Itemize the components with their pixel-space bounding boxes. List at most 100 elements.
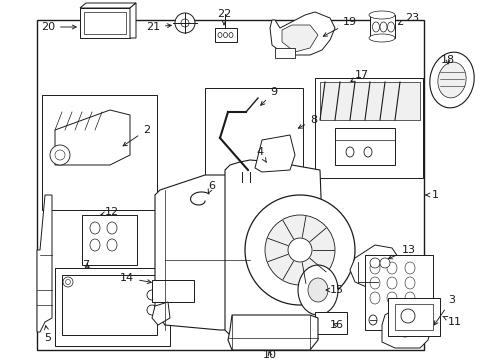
Polygon shape [381, 308, 431, 348]
Ellipse shape [368, 34, 394, 42]
Ellipse shape [147, 305, 157, 315]
Ellipse shape [107, 222, 117, 234]
Ellipse shape [369, 262, 379, 274]
Polygon shape [369, 15, 394, 38]
Text: 22: 22 [217, 9, 231, 25]
Polygon shape [254, 135, 294, 172]
Bar [364, 255, 432, 330]
Bar [82, 215, 137, 265]
Polygon shape [349, 245, 399, 292]
Ellipse shape [386, 262, 396, 274]
Polygon shape [227, 315, 317, 350]
Ellipse shape [386, 292, 396, 304]
Polygon shape [80, 8, 130, 38]
Ellipse shape [404, 292, 414, 304]
Bar [387, 298, 439, 336]
Ellipse shape [63, 277, 73, 287]
Ellipse shape [297, 265, 337, 315]
Text: 14: 14 [120, 273, 151, 284]
Text: 17: 17 [350, 70, 368, 81]
Bar [37, 20, 423, 350]
Ellipse shape [90, 239, 100, 251]
Text: 3: 3 [433, 295, 454, 325]
Ellipse shape [429, 52, 473, 108]
Bar [55, 268, 170, 346]
Text: 5: 5 [44, 326, 51, 343]
Bar [215, 28, 237, 42]
Polygon shape [224, 160, 325, 345]
Polygon shape [282, 25, 317, 52]
Ellipse shape [181, 19, 189, 27]
Ellipse shape [107, 239, 117, 251]
Ellipse shape [404, 262, 414, 274]
Text: 7: 7 [82, 260, 89, 270]
Polygon shape [334, 128, 394, 165]
Polygon shape [152, 302, 170, 325]
Ellipse shape [287, 238, 311, 262]
Ellipse shape [307, 278, 327, 302]
Text: 23: 23 [398, 13, 418, 24]
Text: 2: 2 [123, 125, 150, 146]
Polygon shape [319, 82, 419, 120]
Polygon shape [130, 3, 136, 38]
Bar [152, 280, 194, 302]
Ellipse shape [368, 315, 376, 325]
Text: 13: 13 [387, 245, 415, 259]
Ellipse shape [65, 279, 70, 284]
Text: 4: 4 [256, 147, 266, 162]
Polygon shape [55, 110, 130, 165]
Text: 8: 8 [298, 115, 317, 128]
Text: 21: 21 [145, 22, 171, 32]
Polygon shape [80, 3, 136, 8]
Ellipse shape [386, 22, 394, 32]
Bar [394, 304, 432, 330]
Text: 20: 20 [41, 22, 76, 32]
Text: 15: 15 [325, 285, 343, 295]
Text: 16: 16 [329, 320, 343, 330]
Bar [84, 12, 126, 34]
Ellipse shape [400, 309, 414, 323]
Ellipse shape [400, 324, 408, 333]
Text: 10: 10 [263, 350, 276, 360]
Bar [314, 312, 346, 334]
Ellipse shape [223, 32, 227, 37]
Ellipse shape [368, 11, 394, 19]
Ellipse shape [396, 319, 412, 337]
Polygon shape [274, 48, 294, 58]
Ellipse shape [228, 32, 232, 37]
Ellipse shape [372, 22, 379, 32]
Bar [314, 78, 422, 178]
Ellipse shape [218, 32, 222, 37]
Text: 9: 9 [260, 87, 277, 105]
Polygon shape [37, 195, 52, 332]
Text: 12: 12 [101, 207, 119, 217]
Ellipse shape [379, 22, 386, 32]
Ellipse shape [404, 277, 414, 289]
Ellipse shape [90, 222, 100, 234]
Bar [42, 95, 157, 210]
Ellipse shape [369, 292, 379, 304]
Ellipse shape [242, 175, 249, 185]
Ellipse shape [55, 150, 65, 160]
Polygon shape [155, 175, 249, 330]
Text: 1: 1 [425, 190, 438, 200]
Ellipse shape [175, 13, 195, 33]
Ellipse shape [369, 277, 379, 289]
Text: 11: 11 [442, 316, 461, 327]
Polygon shape [269, 12, 334, 55]
Ellipse shape [369, 258, 379, 268]
Ellipse shape [379, 258, 389, 268]
Ellipse shape [363, 147, 371, 157]
Ellipse shape [244, 195, 354, 305]
Bar [204, 88, 303, 186]
Text: 6: 6 [207, 181, 215, 194]
Ellipse shape [346, 147, 353, 157]
Ellipse shape [386, 277, 396, 289]
Ellipse shape [264, 215, 334, 285]
Ellipse shape [50, 145, 70, 165]
Bar [62, 275, 157, 335]
Text: 19: 19 [323, 17, 356, 36]
Ellipse shape [147, 290, 157, 300]
Text: 18: 18 [440, 55, 454, 65]
Ellipse shape [242, 167, 249, 177]
